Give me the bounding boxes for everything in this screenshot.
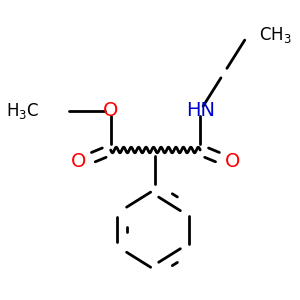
Text: O: O [71, 152, 86, 171]
Text: HN: HN [186, 101, 215, 120]
Text: O: O [103, 101, 118, 120]
Text: CH$_3$: CH$_3$ [259, 25, 292, 45]
Text: H$_3$C: H$_3$C [6, 101, 39, 121]
Text: O: O [225, 152, 240, 171]
